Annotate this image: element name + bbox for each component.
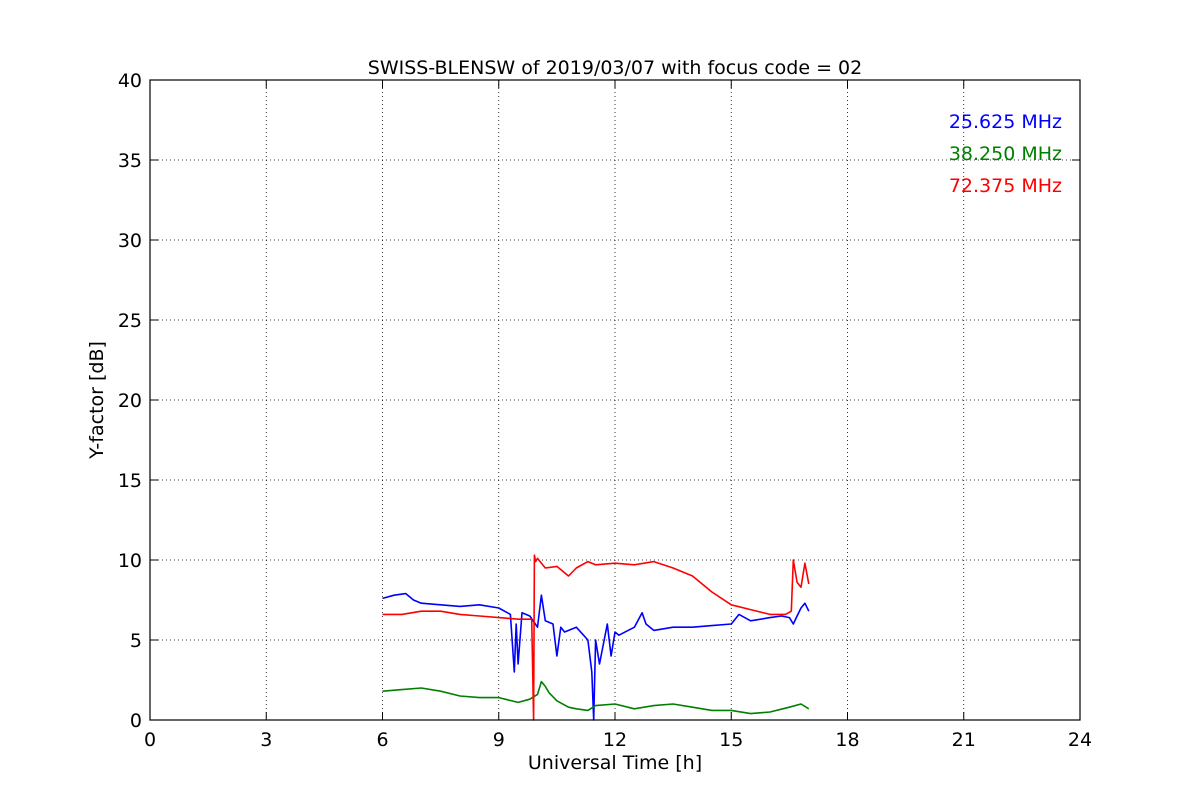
- x-tick-label: 9: [493, 729, 505, 751]
- y-tick-label: 30: [118, 230, 142, 252]
- x-tick-label: 6: [376, 729, 388, 751]
- y-tick-label: 40: [118, 70, 142, 92]
- axis-ticks: 0 3 6 9 12 15 18 21 24 0 5 10 15 20 25 30 35 40: [118, 70, 1092, 751]
- y-tick-label: 25: [118, 310, 142, 332]
- y-axis-label: Y-factor [dB]: [86, 341, 108, 460]
- legend: 25.625 MHz 38.250 MHz 72.375 MHz: [949, 111, 1062, 197]
- y-tick-label: 5: [130, 630, 142, 652]
- x-tick-label: 15: [719, 729, 743, 751]
- grid-lines: [150, 80, 1080, 720]
- x-tick-label: 24: [1068, 729, 1092, 751]
- series-line-2: [382, 680, 810, 715]
- series-layer: [382, 554, 810, 721]
- x-tick-label: 0: [144, 729, 156, 751]
- y-tick-label: 20: [118, 390, 142, 412]
- y-tick-label: 0: [130, 710, 142, 732]
- y-tick-label: 10: [118, 550, 142, 572]
- series-line-3: [382, 554, 810, 721]
- x-axis-label: Universal Time [h]: [528, 752, 702, 774]
- x-tick-label: 3: [260, 729, 272, 751]
- series-line-1: [382, 592, 810, 721]
- chart-title: SWISS-BLENSW of 2019/03/07 with focus co…: [368, 57, 862, 79]
- legend-entry: 25.625 MHz: [949, 111, 1062, 133]
- x-tick-label: 18: [835, 729, 859, 751]
- legend-entry: 38.250 MHz: [949, 143, 1062, 165]
- x-tick-label: 21: [952, 729, 976, 751]
- legend-entry: 72.375 MHz: [949, 175, 1062, 197]
- y-tick-label: 15: [118, 470, 142, 492]
- x-tick-label: 12: [603, 729, 627, 751]
- y-tick-label: 35: [118, 150, 142, 172]
